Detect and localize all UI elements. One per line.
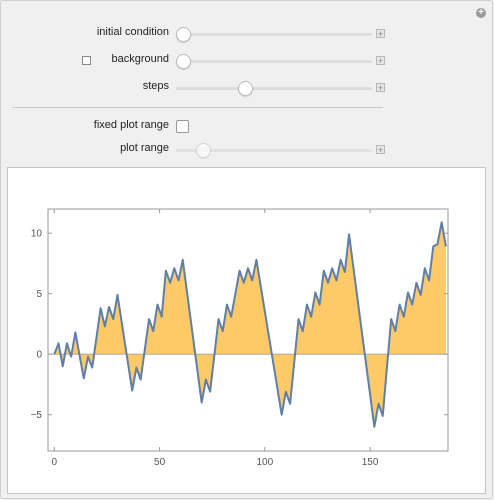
x-tick-label: 50: [154, 457, 166, 468]
plot-range-slider[interactable]: [176, 143, 372, 158]
y-tick-label: −5: [31, 410, 43, 421]
plot-range-row: plot range +: [1, 140, 494, 160]
fixed-plot-range-checkbox[interactable]: [176, 120, 189, 133]
controls-divider: [12, 107, 383, 108]
plot-range-add-icon[interactable]: +: [376, 145, 385, 155]
initial-condition-row: initial condition +: [1, 24, 494, 44]
background-row: background +: [1, 51, 494, 71]
background-checkbox[interactable]: [82, 56, 91, 65]
initial-condition-slider[interactable]: [176, 27, 372, 42]
background-slider[interactable]: [176, 54, 372, 69]
initial-condition-label: initial condition: [96, 26, 169, 38]
fixed-plot-range-label: fixed plot range: [93, 119, 169, 131]
plot-area: 0 50 100 150 −5 0 5 10: [7, 167, 486, 494]
background-slider-thumb[interactable]: [176, 54, 191, 69]
plot-range-label: plot range: [120, 142, 169, 154]
x-tick-label: 100: [256, 457, 273, 468]
background-add-icon[interactable]: +: [376, 56, 385, 66]
plot-range-slider-thumb[interactable]: [196, 143, 211, 158]
steps-slider[interactable]: [176, 81, 372, 96]
steps-row: steps +: [1, 78, 494, 98]
plot-frame-box: [47, 208, 449, 452]
x-tick-label: 0: [52, 457, 58, 468]
steps-add-icon[interactable]: +: [376, 83, 385, 93]
x-tick-label: 150: [362, 457, 379, 468]
background-label: background: [111, 53, 170, 65]
initial-condition-slider-thumb[interactable]: [176, 27, 191, 42]
y-tick-label: 0: [36, 350, 42, 361]
y-tick-label: 5: [36, 289, 42, 300]
series-line: [53, 221, 447, 428]
fixed-plot-range-row: fixed plot range: [1, 117, 494, 137]
series-fill: [54, 222, 446, 427]
steps-slider-thumb[interactable]: [238, 81, 253, 96]
chart-svg: 0 50 100 150 −5 0 5 10: [31, 208, 449, 468]
y-tick-label: 10: [31, 229, 43, 240]
initial-condition-add-icon[interactable]: +: [376, 29, 385, 39]
steps-label: steps: [142, 80, 169, 92]
plus-circle-icon[interactable]: +: [476, 8, 486, 18]
